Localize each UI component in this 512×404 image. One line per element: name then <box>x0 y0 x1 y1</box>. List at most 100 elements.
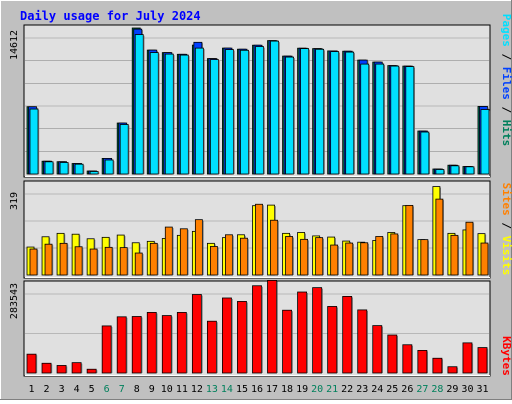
day-tick-label: 10 <box>161 384 173 395</box>
day-tick-label: 27 <box>416 384 428 395</box>
pages-bar <box>420 131 430 175</box>
legend-sites: Sites <box>500 183 512 216</box>
sites-bar <box>134 252 144 276</box>
kbytes-bar <box>71 362 83 374</box>
day-tick-label: 29 <box>446 384 458 395</box>
day-tick-label: 9 <box>149 384 155 395</box>
legend-visits: Visits <box>500 236 512 276</box>
kbytes-bar <box>432 357 444 374</box>
pages-bar <box>375 63 385 175</box>
day-tick-label: 24 <box>371 384 383 395</box>
legend-sep: / <box>500 216 512 236</box>
kbytes-bar <box>191 294 203 374</box>
day-tick-label: 8 <box>134 384 140 395</box>
pages-bar <box>270 40 280 175</box>
pages-bar <box>480 109 491 175</box>
legend-hits: Hits <box>500 120 512 147</box>
sites-bar <box>29 248 39 276</box>
day-tick-label: 4 <box>74 384 80 395</box>
sites-bar <box>330 244 339 276</box>
sites-bar <box>44 243 54 276</box>
pages-bar <box>44 161 55 175</box>
sites-bar <box>104 246 114 276</box>
sites-bar <box>240 237 249 276</box>
kbytes-bar <box>267 280 278 374</box>
sites-bar <box>74 246 84 276</box>
kbytes-bar <box>402 344 413 374</box>
pages-bar <box>450 165 461 175</box>
sites-bar <box>390 233 399 276</box>
day-tick-label: 13 <box>206 384 218 395</box>
kbytes-bar <box>26 353 38 374</box>
pages-bar <box>179 54 190 175</box>
pages-bar <box>255 46 265 175</box>
sites-bar <box>480 242 490 276</box>
sites-bar <box>89 248 99 276</box>
pages-bar <box>315 48 325 175</box>
pages-bar <box>390 65 400 175</box>
sites-bar <box>300 238 309 276</box>
day-tick-label: 6 <box>104 384 110 395</box>
pages-bar <box>345 51 355 175</box>
kbytes-bar <box>417 350 428 374</box>
legend-sep: / <box>500 47 512 67</box>
day-tick-label: 19 <box>296 384 308 395</box>
sites-bar <box>255 203 264 276</box>
kbytes-ymax-label: 283543 <box>9 283 20 319</box>
day-tick-label: 26 <box>401 384 413 395</box>
day-tick-label: 11 <box>176 384 188 395</box>
pages-bar <box>164 53 175 175</box>
sites-bar <box>119 247 129 276</box>
kbytes-bar <box>342 296 353 374</box>
pages-bar <box>405 66 415 175</box>
kbytes-bar <box>477 347 489 374</box>
visits-sites-legend: Sites / Visits <box>500 183 512 276</box>
pages-bar <box>240 49 250 175</box>
sites-bar <box>465 221 475 276</box>
sites-bar <box>405 204 414 276</box>
pages-bar <box>209 59 220 175</box>
kbytes-bar <box>237 301 248 374</box>
kbytes-bar <box>176 312 188 374</box>
sites-bar <box>285 236 294 276</box>
sites-bar <box>450 234 460 276</box>
pages-bar <box>74 163 85 175</box>
kbytes-bar <box>222 297 233 374</box>
sites-bar <box>149 242 159 276</box>
pages-bar <box>134 34 145 175</box>
sites-bar <box>435 198 445 276</box>
day-tick-label: 16 <box>251 384 263 395</box>
legend-pages: Pages <box>500 14 512 47</box>
day-tick-label: 25 <box>386 384 398 395</box>
legend-sep: / <box>500 100 512 120</box>
sites-bar <box>164 226 174 276</box>
sites-bar <box>360 242 369 276</box>
sites-bar <box>375 236 384 276</box>
pages-bar <box>104 159 115 175</box>
pages-bar <box>225 49 235 175</box>
hits-files-pages-legend: Pages / Files / Hits <box>500 14 512 147</box>
kbytes-bar <box>312 287 323 374</box>
legend-kbytes: KBytes <box>500 336 512 376</box>
kbytes-bar <box>41 362 53 374</box>
sites-bar <box>345 242 354 276</box>
kbytes-bar <box>116 316 128 374</box>
day-tick-label: 30 <box>461 384 473 395</box>
sites-bar <box>270 219 279 276</box>
pages-bar <box>285 56 295 175</box>
pages-bar <box>29 108 40 175</box>
day-tick-label: 31 <box>476 384 488 395</box>
day-tick-label: 7 <box>119 384 125 395</box>
kbytes-bar <box>372 325 383 374</box>
day-tick-label: 1 <box>29 384 35 395</box>
kbytes-bar <box>327 306 338 374</box>
day-tick-label: 3 <box>59 384 65 395</box>
kbytes-bar <box>387 334 398 374</box>
pages-bar <box>360 63 370 175</box>
day-tick-label: 23 <box>356 384 368 395</box>
pages-bar <box>59 162 70 175</box>
hits-files-pages-ymax-label: 14612 <box>9 30 20 60</box>
pages-bar <box>89 171 100 175</box>
sites-bar <box>225 234 234 276</box>
